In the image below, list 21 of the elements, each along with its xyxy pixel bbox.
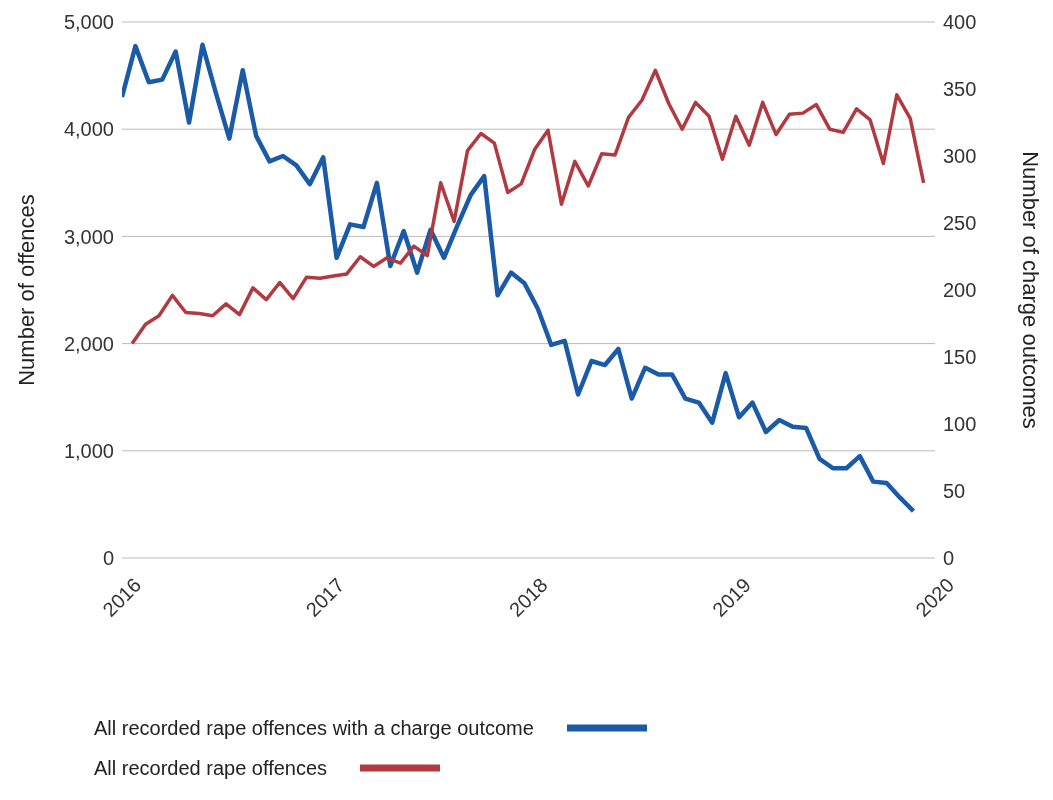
legend-label: All recorded rape offences with a charge outcome <box>94 716 534 740</box>
y2-tick-label: 250 <box>943 212 977 235</box>
y2-tick-label: 50 <box>943 480 966 503</box>
y-tick-label: 5,000 <box>63 11 114 34</box>
y-tick-label: 2,000 <box>63 332 114 355</box>
y2-tick-label: 100 <box>943 413 977 436</box>
y2-tick-label: 350 <box>943 78 977 101</box>
line-series <box>130 68 926 346</box>
y-tick-label: 0 <box>102 547 114 570</box>
y2-tick-label: 400 <box>943 11 977 34</box>
line-series <box>122 42 916 514</box>
y-tick-label: 4,000 <box>63 118 114 141</box>
y2-tick-label: 300 <box>943 145 977 168</box>
y2-axis-title: Number of charge outcomes <box>1018 151 1044 429</box>
y2-tick-label: 200 <box>943 279 977 302</box>
legend-label: All recorded rape offences <box>94 756 328 780</box>
y-tick-label: 1,000 <box>63 439 114 462</box>
y2-tick-label: 0 <box>943 547 955 570</box>
y2-tick-label: 150 <box>943 346 977 369</box>
y-axis-title: Number of offences <box>13 194 39 386</box>
y-tick-label: 3,000 <box>63 225 114 248</box>
